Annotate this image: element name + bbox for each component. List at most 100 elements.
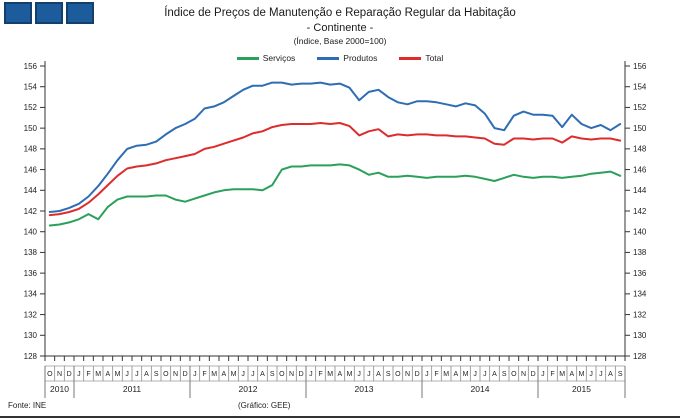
month-label: M (231, 371, 237, 378)
month-label: S (502, 371, 507, 378)
month-label: F (318, 371, 322, 378)
y-tick-label-right: 154 (633, 83, 647, 92)
month-label: J (135, 371, 139, 378)
y-tick-label-left: 132 (24, 310, 38, 319)
month-label: N (57, 371, 62, 378)
y-tick-label-left: 130 (24, 331, 38, 340)
month-label: D (299, 371, 304, 378)
month-label: N (521, 371, 526, 378)
year-label: 2011 (123, 384, 142, 394)
month-label: A (144, 371, 149, 378)
month-label: O (279, 371, 285, 378)
y-tick-label-right: 142 (633, 207, 647, 216)
y-tick-label-right: 128 (633, 352, 647, 361)
series-line-total (48, 122, 622, 217)
month-label: M (327, 371, 333, 378)
y-tick-label-right: 148 (633, 145, 647, 154)
line-swatch-total (399, 56, 422, 60)
legend: Serviços Produtos Total (0, 53, 680, 63)
month-label: J (367, 371, 371, 378)
month-label: M (347, 371, 353, 378)
line-swatch-servicos (236, 56, 259, 60)
month-label: F (86, 371, 90, 378)
year-label: 2015 (572, 384, 591, 394)
month-label: A (453, 371, 458, 378)
month-label: A (105, 371, 110, 378)
title-block: Índice de Preços de Manutenção e Reparaç… (0, 7, 680, 46)
y-tick-label-right: 152 (633, 103, 647, 112)
month-label: A (337, 371, 342, 378)
y-tick-label-left: 144 (24, 186, 38, 195)
y-tick-label-left: 154 (24, 83, 38, 92)
month-label: J (483, 371, 487, 378)
y-tick-label-left: 128 (24, 352, 38, 361)
month-label: A (608, 371, 613, 378)
month-label: S (154, 371, 159, 378)
month-label: N (289, 371, 294, 378)
month-label: M (115, 371, 121, 378)
legend-item-produtos: Produtos (317, 53, 377, 63)
legend-item-servicos: Serviços (236, 53, 296, 63)
y-tick-label-left: 140 (24, 228, 38, 237)
month-label: A (376, 371, 381, 378)
y-tick-label-left: 142 (24, 207, 38, 216)
month-label: J (589, 371, 593, 378)
month-label: J (241, 371, 245, 378)
month-label: J (473, 371, 477, 378)
month-label: D (183, 371, 188, 378)
y-tick-label-right: 130 (633, 331, 647, 340)
month-label: A (221, 371, 226, 378)
month-label: A (260, 371, 265, 378)
y-tick-label-right: 150 (633, 124, 647, 133)
logo-square-icon (35, 2, 63, 24)
series-line-produtos (48, 81, 622, 213)
y-tick-label-left: 138 (24, 248, 38, 257)
month-label: J (125, 371, 129, 378)
month-label: F (434, 371, 438, 378)
chart-title: Índice de Preços de Manutenção e Reparaç… (164, 7, 516, 19)
y-tick-label-left: 136 (24, 269, 38, 278)
month-label: J (193, 371, 197, 378)
y-tick-label-right: 138 (633, 248, 647, 257)
legend-label-produtos: Produtos (343, 53, 378, 63)
month-label: F (202, 371, 206, 378)
year-label: 2012 (239, 384, 258, 394)
month-label: J (599, 371, 603, 378)
chart-subtitle: - Continente - (306, 22, 374, 34)
y-tick-label-left: 156 (24, 62, 38, 71)
month-label: O (47, 371, 53, 378)
legend-label-servicos: Serviços (262, 53, 296, 63)
y-tick-label-right: 132 (633, 310, 647, 319)
credit-note: (Gráfico: GEE) (238, 401, 291, 410)
month-label: J (541, 371, 545, 378)
month-label: J (251, 371, 255, 378)
source-note: Fonte: INE (8, 401, 47, 410)
month-label: D (415, 371, 420, 378)
logo-squares (4, 2, 94, 24)
bottom-rule (0, 416, 680, 418)
month-label: D (531, 371, 536, 378)
y-tick-label-left: 146 (24, 165, 38, 174)
y-tick-label-left: 134 (24, 290, 38, 299)
month-label: S (386, 371, 391, 378)
year-label: 2010 (50, 384, 69, 394)
y-tick-label-left: 150 (24, 124, 38, 133)
month-label: M (211, 371, 217, 378)
year-label: 2013 (355, 384, 374, 394)
month-label: J (425, 371, 429, 378)
legend-label-total: Total (425, 53, 444, 63)
month-label: F (550, 371, 554, 378)
y-tick-label-right: 136 (633, 269, 647, 278)
legend-item-total: Total (399, 53, 443, 63)
year-label: 2014 (471, 384, 490, 394)
month-label: O (395, 371, 401, 378)
y-tick-label-right: 140 (633, 228, 647, 237)
y-tick-label-left: 152 (24, 103, 38, 112)
month-label: O (163, 371, 169, 378)
y-tick-label-left: 148 (24, 145, 38, 154)
month-label: M (579, 371, 585, 378)
month-label: M (95, 371, 101, 378)
month-label: D (67, 371, 72, 378)
y-tick-label-right: 156 (633, 62, 647, 71)
